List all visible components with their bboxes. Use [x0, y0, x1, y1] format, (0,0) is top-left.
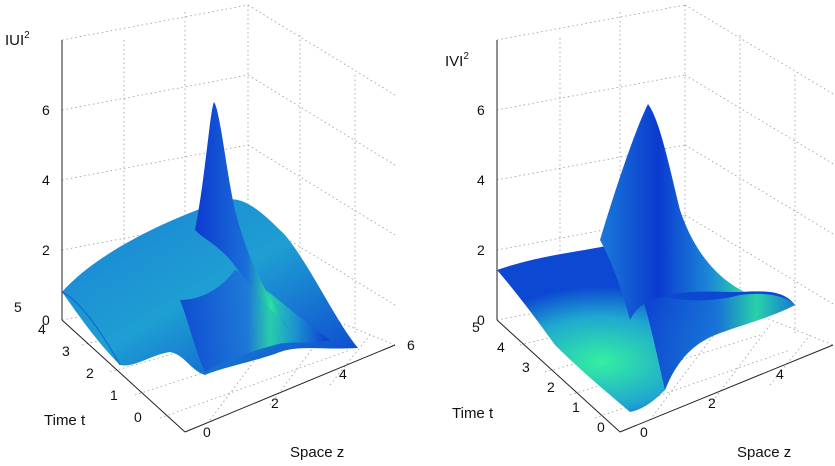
z-ticks-left: 0 2 4 6: [42, 102, 50, 328]
zlabel-right: IVI2: [445, 51, 469, 70]
x-ticks-left: 0 2 4 6: [203, 337, 415, 440]
surface-left-ridge: [180, 270, 330, 372]
xlabel-left: Space z: [290, 444, 344, 461]
y-tick-label: 3: [62, 343, 70, 359]
y-tick-label: 0: [597, 419, 605, 435]
z-tick-label: 2: [42, 242, 50, 258]
z-tick-label: 2: [477, 242, 485, 258]
y-tick-label: 0: [134, 409, 142, 425]
y-tick-label: 1: [110, 387, 118, 403]
z-tick-label: 0: [477, 312, 485, 328]
surface-left: [61, 102, 358, 375]
x-tick-label: 0: [203, 424, 211, 440]
xlabel-right: Space z: [737, 444, 791, 461]
z-ticks-right: 0 2 4 6: [477, 102, 485, 328]
y-tick-label: 5: [14, 299, 22, 315]
surface-left-peak: [195, 102, 290, 330]
zlabel-left: IUI2: [5, 30, 30, 49]
x-tick-label: 0: [640, 424, 648, 440]
y-tick-label: 3: [522, 359, 530, 375]
axes-left: [61, 40, 396, 433]
y-tick-label: 4: [497, 339, 505, 355]
x-tick-label: 2: [271, 395, 279, 411]
y-tick-label: 2: [86, 365, 94, 381]
z-tick-label: 0: [42, 312, 50, 328]
x-tick-label: 2: [708, 395, 716, 411]
ylabel-right: Time t: [452, 405, 494, 422]
ylabel-left: Time t: [44, 412, 86, 429]
z-tick-label: 4: [42, 172, 50, 188]
y-tick-label: 2: [547, 379, 555, 395]
y-tick-label: 1: [572, 399, 580, 415]
y-ticks-right: 0 1 2 3 4 5: [472, 319, 605, 435]
z-tick-label: 6: [42, 102, 50, 118]
x-tick-label: 6: [407, 337, 415, 353]
y-tick-label: 5: [472, 319, 480, 335]
x-tick-label: 4: [339, 366, 347, 382]
surface-right: [497, 104, 795, 412]
axes-right: [496, 40, 834, 433]
x-tick-label: 4: [776, 366, 784, 382]
surface-right-peak: [600, 104, 745, 320]
z-tick-label: 4: [477, 172, 485, 188]
plot-right: IVI2 0 2 4 6 0 1 2 3 4 5 0 2 4 6 Time t Space z: [445, 4, 835, 461]
y-tick-label: 4: [38, 321, 46, 337]
z-tick-label: 6: [477, 102, 485, 118]
surface-right-ridge: [640, 290, 795, 390]
